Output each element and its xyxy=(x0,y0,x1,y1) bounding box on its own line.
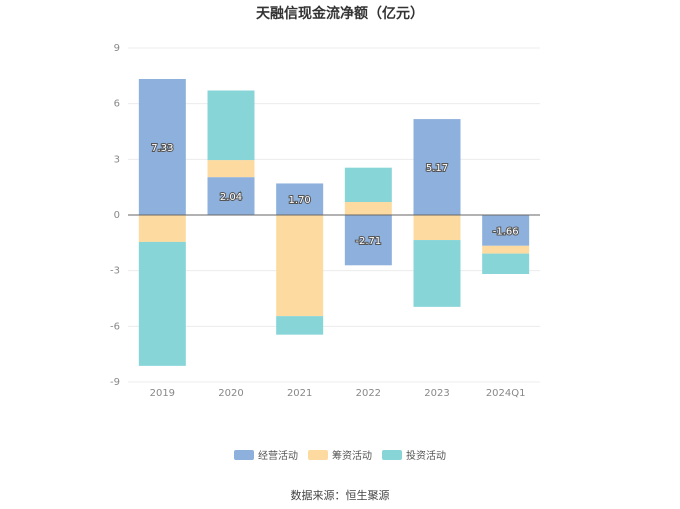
bar-segment-0-0 xyxy=(138,78,186,215)
x-tick-label: 2024Q1 xyxy=(486,388,526,399)
data-label: 5.17 xyxy=(426,163,448,174)
x-tick-label: 2023 xyxy=(424,388,449,399)
y-tick-label: 0 xyxy=(114,210,120,221)
bar-segment-0-4 xyxy=(413,119,461,215)
data-label: 2.04 xyxy=(220,192,242,203)
y-tick-label: 3 xyxy=(114,154,120,165)
y-tick-label: -6 xyxy=(110,321,120,332)
x-tick-label: 2021 xyxy=(287,388,312,399)
bar-segment-0-1 xyxy=(207,177,255,215)
bar-segment-1-4 xyxy=(413,215,461,241)
y-axis-ticks: 9 6 3 0 -3 -6 -9 xyxy=(110,43,120,388)
data-label: -2.71 xyxy=(355,236,381,247)
bar-segment-0-2 xyxy=(276,183,324,215)
bar-segment-1-0 xyxy=(138,215,186,242)
bar-segment-1-3 xyxy=(344,202,392,215)
x-axis-ticks: 2019 2020 2021 2022 2023 2024Q1 xyxy=(150,388,526,399)
bar-segment-0-3 xyxy=(344,215,392,266)
bar-segment-1-2 xyxy=(276,215,324,317)
data-label: 1.70 xyxy=(289,195,311,206)
bar-segment-2-0 xyxy=(138,241,186,366)
legend-label: 投资活动 xyxy=(406,451,446,462)
stacked-bar-chart: 9 6 3 0 -3 -6 -9 7.33 2.04 1.70 -2.71 5.17 -1.66 20… xyxy=(110,43,540,399)
bar-segment-2-3 xyxy=(344,167,392,203)
bar-segment-2-1 xyxy=(207,90,255,161)
legend-item[interactable]: 筹资活动 xyxy=(308,447,372,462)
legend-swatch xyxy=(308,449,328,460)
legend-label: 筹资活动 xyxy=(332,451,372,462)
y-tick-label: 9 xyxy=(114,43,120,54)
bar-segment-0-5 xyxy=(482,215,530,246)
legend-item[interactable]: 经营活动 xyxy=(234,447,298,462)
x-tick-label: 2019 xyxy=(150,388,175,399)
legend-swatch xyxy=(234,449,254,460)
legend-item[interactable]: 投资活动 xyxy=(382,447,446,462)
legend-swatch xyxy=(382,449,402,460)
y-tick-label: -3 xyxy=(110,266,120,277)
y-tick-label: -9 xyxy=(110,377,120,388)
data-source: 数据来源：恒生聚源 xyxy=(290,489,390,502)
bar-segment-2-2 xyxy=(276,316,324,335)
x-tick-label: 2022 xyxy=(356,388,381,399)
bar-segment-2-5 xyxy=(482,253,530,275)
x-tick-label: 2020 xyxy=(218,388,243,399)
chart-title: 天融信现金流净额（亿元） xyxy=(256,6,424,22)
data-label: 7.33 xyxy=(151,143,173,154)
legend: 经营活动 筹资活动 投资活动 xyxy=(0,447,680,462)
legend-label: 经营活动 xyxy=(258,451,298,462)
bars xyxy=(138,78,530,366)
bar-segment-2-4 xyxy=(413,240,461,307)
y-tick-label: 6 xyxy=(114,99,120,110)
bar-segment-1-1 xyxy=(207,160,255,178)
data-labels: 7.33 2.04 1.70 -2.71 5.17 -1.66 xyxy=(150,142,519,248)
data-label: -1.66 xyxy=(493,226,519,237)
bar-segment-1-5 xyxy=(482,245,530,254)
